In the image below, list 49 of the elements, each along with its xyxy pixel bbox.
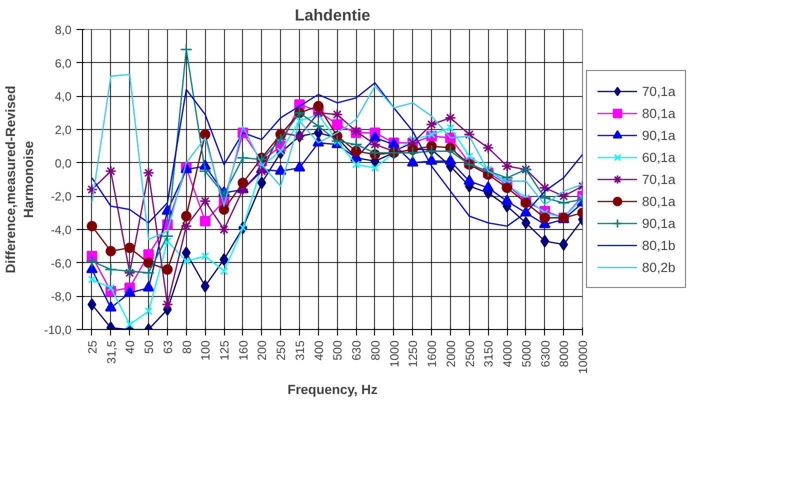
legend-label: 80,1a [642,106,676,120]
legend-label: 60,1a [642,150,676,164]
x-tick-label: 10000 [576,340,590,374]
x-tick-label: 800 [368,340,382,361]
x-tick-label: 100 [198,340,213,361]
legend-label: 80,1b [642,238,676,252]
x-tick-label: 3150 [482,340,496,368]
y-tick-label: -2,0 [50,190,72,204]
y-tick-label: -10,0 [44,323,72,337]
x-tick-label: 2500 [462,340,477,368]
x-tick-label: 4000 [500,340,515,368]
x-tick-label: 1250 [406,340,420,368]
x-tick-label: 25 [85,340,100,354]
x-tick-label: 315 [292,340,307,361]
x-tick-label: 6300 [538,340,552,368]
x-tick-label: 8000 [557,340,572,368]
x-tick-label: 63 [160,340,175,354]
x-tick-label: 1000 [387,340,402,368]
x-axis-title: Frequency, Hz [287,382,378,397]
y-tick-label: 6,0 [54,56,72,70]
chart-title: Lahdentie [294,8,370,24]
x-tick-label: 250 [274,340,288,361]
x-tick-label: 1600 [425,340,440,368]
x-tick-label: 80 [180,340,194,354]
legend-label: 90,1a [642,216,676,230]
x-tick-label: 2000 [444,340,458,368]
y-tick-label: -4,0 [50,223,72,237]
x-tick-label: 400 [312,340,326,361]
legend-label: 90,1a [642,128,676,142]
legend-label: 80,1a [642,194,676,208]
x-tick-label: 5000 [519,340,534,368]
x-tick-label: 500 [330,340,345,361]
y-tick-label: -8,0 [50,290,72,304]
x-tick-label: 40 [123,340,138,354]
x-tick-label: 200 [255,340,270,361]
x-tick-label: 50 [142,340,156,354]
y-axis-title: Difference,measured-Revised Harmonoise [3,86,36,274]
y-tick-label: 0,0 [54,156,72,170]
y-tick-label: 4,0 [54,90,72,104]
y-tick-label: 8,0 [54,23,72,37]
legend-label: 80,2b [642,260,676,274]
x-tick-label: 125 [218,340,232,361]
x-tick-label: 31,5 [104,340,118,364]
legend-label: 70,1a [642,172,676,186]
x-tick-label: 160 [236,340,250,361]
legend-label: 70,1a [642,84,676,98]
y-tick-label: 2,0 [54,123,72,137]
x-tick-label: 630 [350,340,364,361]
y-tick-label: -6,0 [50,256,72,270]
